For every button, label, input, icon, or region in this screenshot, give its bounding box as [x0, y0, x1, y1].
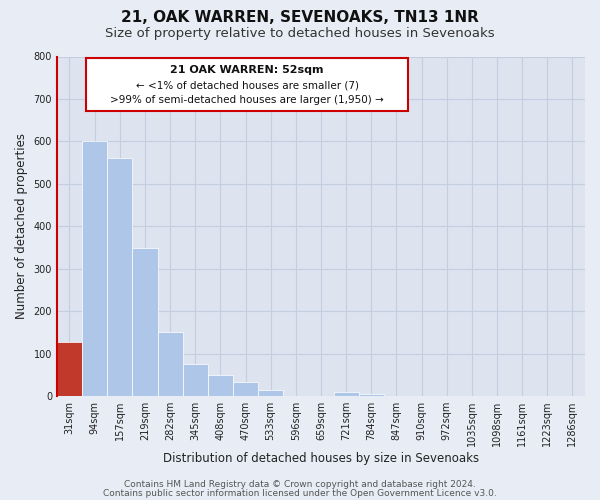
- Y-axis label: Number of detached properties: Number of detached properties: [15, 134, 28, 320]
- Bar: [57, 342, 82, 396]
- FancyBboxPatch shape: [86, 58, 408, 111]
- Bar: [334, 392, 359, 396]
- Bar: [182, 364, 208, 396]
- Text: ← <1% of detached houses are smaller (7): ← <1% of detached houses are smaller (7): [136, 80, 359, 90]
- Bar: [208, 375, 233, 396]
- Text: Contains HM Land Registry data © Crown copyright and database right 2024.: Contains HM Land Registry data © Crown c…: [124, 480, 476, 489]
- Bar: [82, 141, 107, 396]
- Text: >99% of semi-detached houses are larger (1,950) →: >99% of semi-detached houses are larger …: [110, 96, 384, 106]
- X-axis label: Distribution of detached houses by size in Sevenoaks: Distribution of detached houses by size …: [163, 452, 479, 465]
- Text: Contains public sector information licensed under the Open Government Licence v3: Contains public sector information licen…: [103, 488, 497, 498]
- Bar: [258, 390, 283, 396]
- Bar: [107, 158, 133, 396]
- Bar: [359, 394, 384, 396]
- Bar: [233, 382, 258, 396]
- Text: 21, OAK WARREN, SEVENOAKS, TN13 1NR: 21, OAK WARREN, SEVENOAKS, TN13 1NR: [121, 10, 479, 25]
- Text: 21 OAK WARREN: 52sqm: 21 OAK WARREN: 52sqm: [170, 64, 324, 74]
- Bar: [158, 332, 182, 396]
- Text: Size of property relative to detached houses in Sevenoaks: Size of property relative to detached ho…: [105, 28, 495, 40]
- Bar: [133, 248, 158, 396]
